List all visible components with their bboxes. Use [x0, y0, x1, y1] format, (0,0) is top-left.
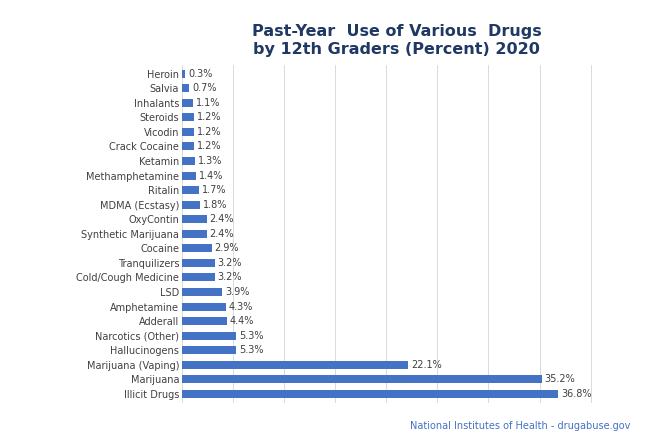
Bar: [182, 201, 200, 209]
Bar: [182, 157, 195, 165]
Text: 1.2%: 1.2%: [198, 112, 222, 123]
Bar: [182, 70, 185, 78]
Bar: [182, 99, 193, 107]
Text: 2.9%: 2.9%: [214, 243, 239, 253]
Text: 0.7%: 0.7%: [192, 83, 216, 93]
Bar: [182, 317, 227, 325]
Bar: [182, 375, 541, 383]
Bar: [182, 346, 236, 354]
Bar: [182, 288, 222, 296]
Bar: [182, 303, 226, 310]
Text: 2.4%: 2.4%: [209, 214, 234, 224]
Text: 1.7%: 1.7%: [202, 185, 227, 195]
Title: Past-Year  Use of Various  Drugs
by 12th Graders (Percent) 2020: Past-Year Use of Various Drugs by 12th G…: [252, 24, 541, 57]
Text: National Institutes of Health - drugabuse.gov: National Institutes of Health - drugabus…: [410, 421, 630, 431]
Text: 36.8%: 36.8%: [561, 389, 592, 399]
Text: 22.1%: 22.1%: [411, 360, 441, 370]
Bar: [182, 215, 207, 223]
Text: 1.4%: 1.4%: [200, 171, 224, 181]
Text: 3.9%: 3.9%: [225, 287, 250, 297]
Text: 4.4%: 4.4%: [230, 316, 254, 326]
Text: 3.2%: 3.2%: [218, 272, 242, 282]
Bar: [182, 390, 558, 398]
Text: 1.2%: 1.2%: [198, 127, 222, 137]
Text: 2.4%: 2.4%: [209, 229, 234, 239]
Text: 3.2%: 3.2%: [218, 258, 242, 268]
Bar: [182, 230, 207, 238]
Text: 0.3%: 0.3%: [188, 69, 213, 79]
Bar: [182, 142, 194, 151]
Text: 5.3%: 5.3%: [239, 331, 264, 341]
Text: 1.2%: 1.2%: [198, 142, 222, 152]
Bar: [182, 332, 236, 340]
Text: 35.2%: 35.2%: [545, 375, 575, 385]
Text: 1.1%: 1.1%: [196, 98, 221, 108]
Bar: [182, 84, 189, 92]
Text: 1.3%: 1.3%: [198, 156, 223, 166]
Bar: [182, 244, 212, 252]
Text: 1.8%: 1.8%: [203, 200, 228, 210]
Bar: [182, 186, 200, 194]
Bar: [182, 128, 194, 136]
Text: 4.3%: 4.3%: [229, 302, 254, 312]
Bar: [182, 361, 408, 369]
Bar: [182, 171, 196, 180]
Bar: [182, 259, 215, 267]
Bar: [182, 113, 194, 121]
Text: 5.3%: 5.3%: [239, 345, 264, 355]
Bar: [182, 274, 215, 281]
